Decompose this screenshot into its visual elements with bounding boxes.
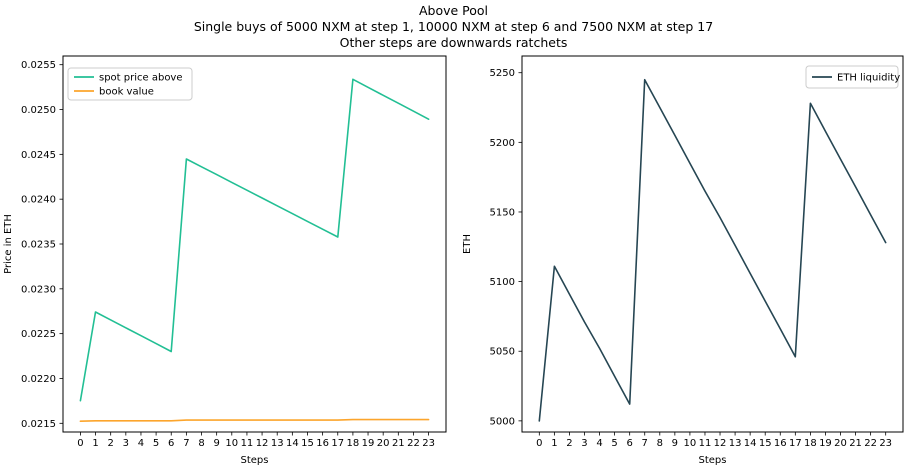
y-tick-label: 0.0240 <box>21 195 56 206</box>
y-tick-label: 5250 <box>490 68 515 79</box>
x-tick-label: 7 <box>642 438 648 449</box>
x-tick-label: 23 <box>422 438 435 449</box>
x-tick-label: 6 <box>626 438 632 449</box>
y-tick-label: 0.0225 <box>21 329 56 340</box>
x-tick-label: 19 <box>362 438 375 449</box>
x-tick-label: 16 <box>316 438 329 449</box>
title-line-2: Single buys of 5000 NXM at step 1, 10000… <box>193 19 714 34</box>
x-tick-label: 22 <box>407 438 420 449</box>
title-line-1: Above Pool <box>418 3 489 18</box>
x-tick-label: 1 <box>551 438 557 449</box>
series-line-book-value <box>79 418 430 423</box>
x-tick-label: 17 <box>789 438 802 449</box>
x-tick-label: 0 <box>77 438 83 449</box>
x-tick-label: 9 <box>672 438 678 449</box>
x-tick-label: 21 <box>849 438 862 449</box>
y-tick-label: 0.0215 <box>21 419 56 430</box>
x-tick-label: 3 <box>123 438 129 449</box>
x-tick-label: 0 <box>536 438 542 449</box>
title-line-3: Other steps are downwards ratchets <box>339 35 568 50</box>
x-tick-label: 14 <box>286 438 299 449</box>
y-tick-label: 0.0250 <box>21 105 56 116</box>
x-tick-label: 12 <box>714 438 727 449</box>
x-tick-label: 13 <box>271 438 284 449</box>
y-tick-label: 0.0235 <box>21 240 56 251</box>
x-tick-label: 21 <box>392 438 405 449</box>
x-tick-label: 2 <box>107 438 113 449</box>
series-line-eth-liquidity <box>538 78 887 422</box>
x-tick-label: 23 <box>879 438 892 449</box>
x-axis-label: Steps <box>699 455 727 466</box>
y-tick-label: 5200 <box>490 138 515 149</box>
chart-above-pool-price: 0 1 2 3 4 5 6 7 8 9 10 11 12 13 14 15 16 17 18 19 20 21 22 230.… <box>3 55 447 466</box>
x-tick-label: 15 <box>301 438 314 449</box>
x-tick-label: 15 <box>759 438 772 449</box>
x-tick-label: 10 <box>225 438 238 449</box>
x-tick-label: 9 <box>213 438 219 449</box>
y-tick-label: 0.0220 <box>21 374 56 385</box>
chart-eth-liquidity: 0 1 2 3 4 5 6 7 8 9 10 11 12 13 14 15 16 17 18 19 20 21 22 2350… <box>462 55 904 466</box>
y-axis-label: Price in ETH <box>3 214 14 274</box>
legend-label-eth-liquidity: ETH liquidity <box>837 73 900 84</box>
y-tick-label: 5050 <box>490 347 515 358</box>
x-tick-label: 1 <box>92 438 98 449</box>
x-tick-label: 4 <box>138 438 144 449</box>
x-axis-label: Steps <box>241 455 269 466</box>
figure-title: Above Pool Single buys of 5000 NXM at st… <box>0 3 907 51</box>
legend-box <box>805 65 899 89</box>
x-tick-label: 5 <box>611 438 617 449</box>
x-tick-label: 5 <box>153 438 159 449</box>
x-tick-label: 6 <box>168 438 174 449</box>
y-tick-label: 0.0230 <box>21 284 56 295</box>
legend-label-book-value: book value <box>99 87 154 98</box>
y-tick-label: 5000 <box>490 416 515 427</box>
plot-border <box>521 55 904 433</box>
x-tick-label: 12 <box>256 438 269 449</box>
plot-border <box>62 55 447 433</box>
x-tick-label: 22 <box>864 438 877 449</box>
y-tick-label: 5100 <box>490 277 515 288</box>
x-tick-label: 10 <box>684 438 697 449</box>
y-tick-label: 0.0255 <box>21 60 56 71</box>
x-tick-label: 18 <box>804 438 817 449</box>
y-tick-label: 0.0245 <box>21 150 56 161</box>
x-tick-label: 4 <box>596 438 602 449</box>
x-tick-label: 8 <box>657 438 663 449</box>
y-tick-label: 5150 <box>490 207 515 218</box>
x-tick-label: 16 <box>774 438 787 449</box>
x-tick-label: 20 <box>834 438 847 449</box>
legend-box <box>67 67 193 101</box>
x-tick-label: 7 <box>183 438 189 449</box>
x-tick-label: 18 <box>347 438 360 449</box>
x-tick-label: 19 <box>819 438 832 449</box>
x-tick-label: 8 <box>198 438 204 449</box>
x-tick-label: 20 <box>377 438 390 449</box>
y-axis-label: ETH <box>462 234 473 254</box>
x-tick-label: 11 <box>699 438 712 449</box>
x-tick-label: 3 <box>581 438 587 449</box>
x-tick-label: 17 <box>331 438 344 449</box>
x-tick-label: 14 <box>744 438 757 449</box>
x-tick-label: 11 <box>241 438 254 449</box>
legend-label-spot-price-above: spot price above <box>99 73 183 84</box>
x-tick-label: 13 <box>729 438 742 449</box>
x-tick-label: 2 <box>566 438 572 449</box>
series-line-spot-price-above <box>79 78 430 402</box>
